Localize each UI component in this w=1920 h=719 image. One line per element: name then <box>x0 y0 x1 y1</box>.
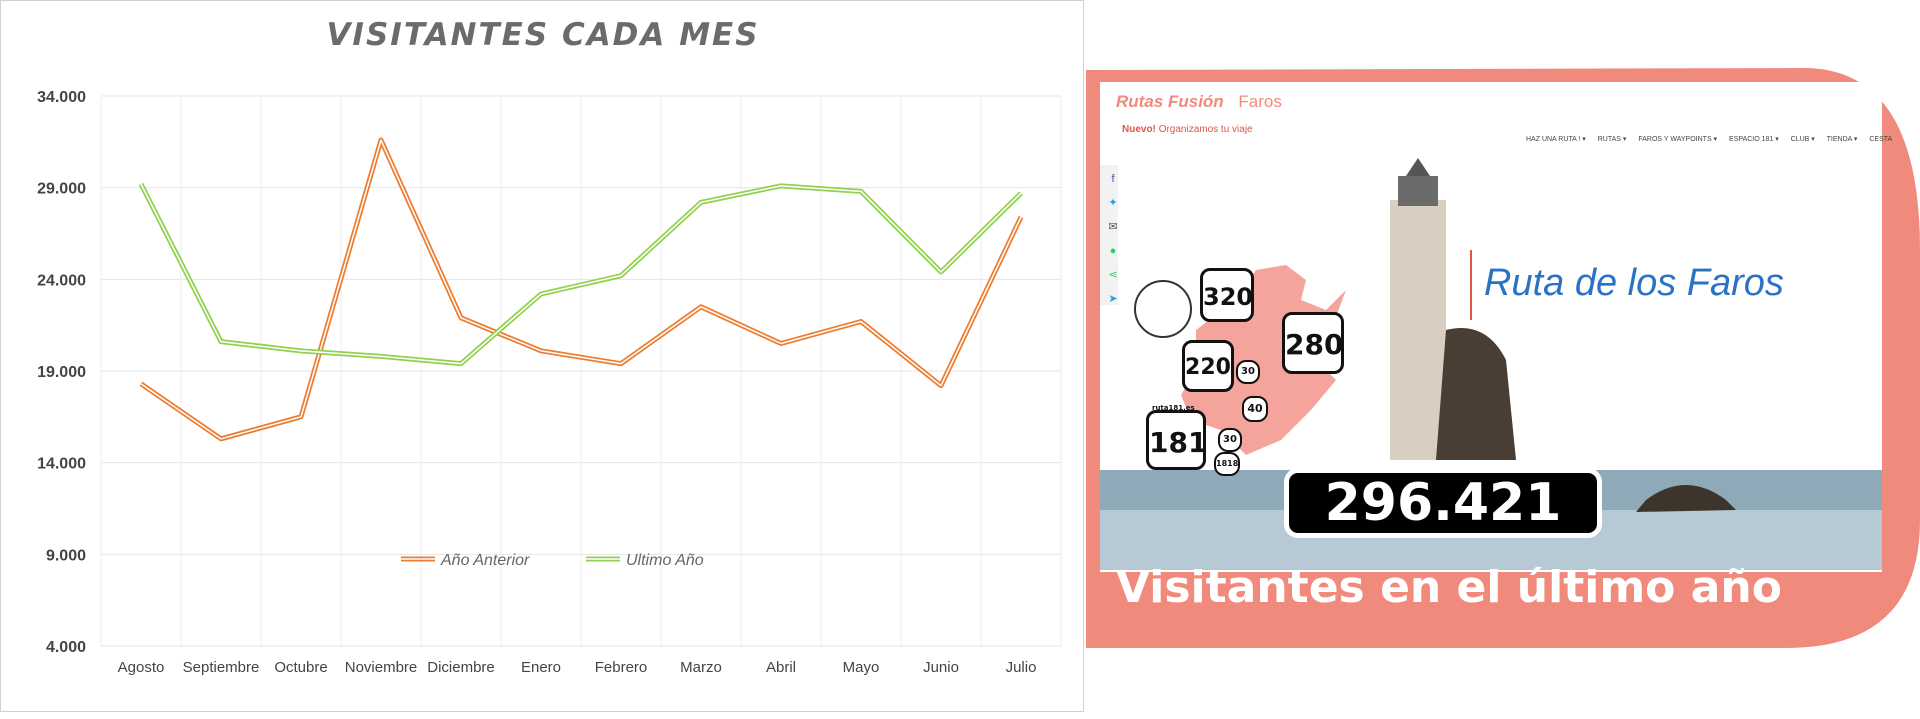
x-tick-label: Marzo <box>680 659 722 676</box>
x-tick-label: Septiembre <box>183 659 260 676</box>
telegram-icon[interactable]: ➤ <box>1106 292 1120 306</box>
y-tick-label: 9.000 <box>46 547 86 564</box>
y-tick-label: 34.000 <box>37 89 86 106</box>
route-badge: 220 <box>1182 340 1234 392</box>
nav-item[interactable]: CESTA <box>1869 136 1892 143</box>
site-tagline: Nuevo! Organizamos tu viaje <box>1122 124 1253 135</box>
stat-value: 296.421 <box>1284 468 1602 538</box>
nav-item[interactable]: FAROS Y WAYPOINTS ▾ <box>1638 136 1717 143</box>
x-tick-label: Febrero <box>595 659 648 676</box>
route-badge: 320 <box>1200 268 1254 322</box>
ruta181-label: ruta181.es <box>1152 404 1195 412</box>
y-tick-label: 29.000 <box>37 181 86 198</box>
nav-item[interactable]: RUTAS ▾ <box>1598 136 1627 143</box>
x-tick-label: Octubre <box>274 659 327 676</box>
y-tick-label: 4.000 <box>46 639 86 656</box>
line-chart: 4.000 9.000 14.000 19.000 24.000 29.000 34.000… <box>1 1 1085 713</box>
x-tick-label: Enero <box>521 659 561 676</box>
x-tick-label: Julio <box>1006 659 1037 676</box>
email-icon[interactable]: ✉ <box>1106 220 1120 234</box>
route-badge: 30 <box>1218 428 1242 452</box>
stat-caption: Visitantes en el último año <box>1116 562 1782 613</box>
lighthouse-tower <box>1390 200 1446 460</box>
x-tick-label: Abril <box>766 659 796 676</box>
whatsapp-icon[interactable]: ● <box>1106 244 1120 258</box>
twitter-icon[interactable]: ✦ <box>1106 196 1120 210</box>
x-tick-label: Noviembre <box>345 659 418 676</box>
route-title: Ruta de los Faros <box>1484 262 1784 305</box>
x-tick-label: Mayo <box>843 659 880 676</box>
route-badge: 181 <box>1146 410 1206 470</box>
nav-item[interactable]: HAZ UNA RUTA ! ▾ <box>1526 136 1586 143</box>
route-badge: 40 <box>1242 396 1268 422</box>
nav-item[interactable]: TIENDA ▾ <box>1827 136 1858 143</box>
route-badge: 280 <box>1282 312 1344 374</box>
legend-label: Ultimo Año <box>626 552 704 569</box>
site-section: Faros <box>1238 92 1281 111</box>
facebook-icon[interactable]: f <box>1106 172 1120 186</box>
y-tick-label: 24.000 <box>37 272 86 289</box>
x-tick-label: Agosto <box>118 659 165 676</box>
legend-label: Año Anterior <box>440 552 530 569</box>
y-tick-label: 19.000 <box>37 364 86 381</box>
rutas-fusion-emblem <box>1134 280 1192 338</box>
route-badge: 1818 <box>1214 452 1240 476</box>
x-tick-label: Diciembre <box>427 659 495 676</box>
share-icon[interactable]: ⋖ <box>1106 268 1120 282</box>
x-tick-label: Junio <box>923 659 959 676</box>
route-badge: 30 <box>1236 360 1260 384</box>
y-tick-label: 14.000 <box>37 456 86 473</box>
site-logo[interactable]: Rutas Fusión Faros <box>1116 92 1282 112</box>
nav-item[interactable]: CLUB ▾ <box>1791 136 1815 143</box>
site-nav: HAZ UNA RUTA ! ▾ RUTAS ▾ FAROS Y WAYPOIN… <box>1526 135 1902 143</box>
nav-item[interactable]: ESPACIO 181 ▾ <box>1729 136 1779 143</box>
